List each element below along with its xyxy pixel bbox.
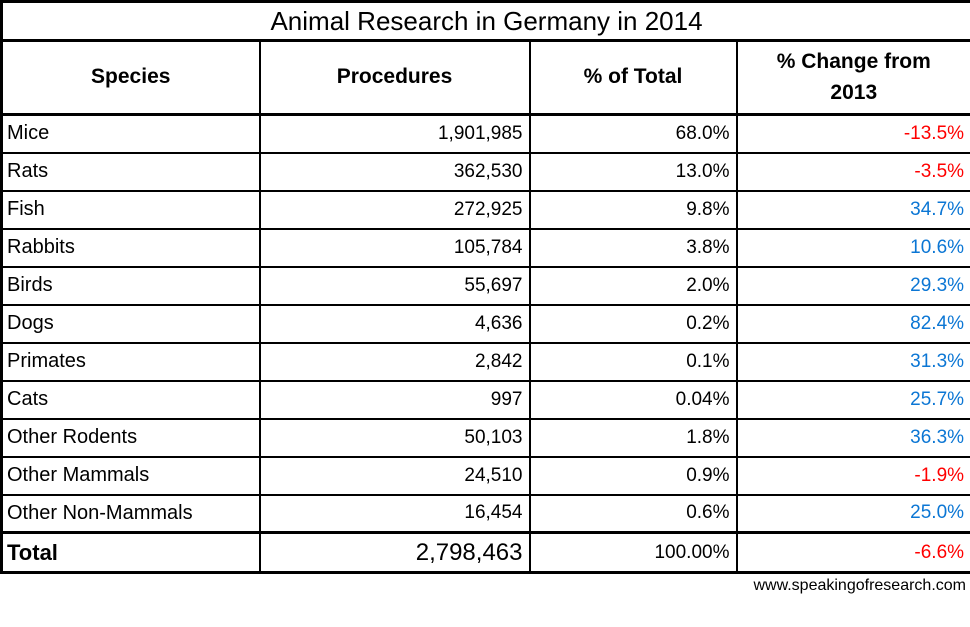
header-pct-total: % of Total: [528, 39, 738, 116]
pct-total-cell: 0.9%: [528, 455, 738, 496]
table-row-total: Total 2,798,463 100.00% -6.6%: [0, 531, 970, 574]
table-row-rats: Rats 362,530 13.0% -3.5%: [0, 151, 970, 192]
table-header-row: Species Procedures % of Total % Change f…: [0, 39, 970, 116]
header-pct-change-label: % Change from 2013: [776, 50, 931, 104]
species-cell: Mice: [0, 113, 261, 154]
total-pct-change-cell: -6.6%: [735, 531, 970, 574]
procedures-cell: 1,901,985: [258, 113, 531, 154]
pct-total-cell: 9.8%: [528, 189, 738, 230]
animal-research-table: Animal Research in Germany in 2014 Speci…: [0, 0, 970, 574]
table-row-other-rodents: Other Rodents 50,103 1.8% 36.3%: [0, 417, 970, 458]
header-species-label: Species: [91, 65, 171, 89]
procedures-cell: 16,454: [258, 493, 531, 534]
header-species: Species: [0, 39, 261, 116]
pct-total-cell: 1.8%: [528, 417, 738, 458]
species-cell: Dogs: [0, 303, 261, 344]
pct-change-cell: 25.7%: [735, 379, 970, 420]
pct-change-cell: 34.7%: [735, 189, 970, 230]
table-title: Animal Research in Germany in 2014: [0, 0, 970, 42]
species-cell: Birds: [0, 265, 261, 306]
table-row-fish: Fish 272,925 9.8% 34.7%: [0, 189, 970, 230]
header-pct-total-label: % of Total: [583, 65, 683, 89]
total-pct-cell: 100.00%: [528, 531, 738, 574]
species-cell: Rabbits: [0, 227, 261, 268]
pct-change-cell: 25.0%: [735, 493, 970, 534]
pct-total-cell: 0.6%: [528, 493, 738, 534]
species-cell: Other Mammals: [0, 455, 261, 496]
species-cell: Primates: [0, 341, 261, 382]
species-cell: Other Rodents: [0, 417, 261, 458]
total-procedures-cell: 2,798,463: [258, 531, 531, 574]
table-row-birds: Birds 55,697 2.0% 29.3%: [0, 265, 970, 306]
table-row-cats: Cats 997 0.04% 25.7%: [0, 379, 970, 420]
header-procedures-label: Procedures: [336, 65, 453, 89]
source-url-text: www.speakingofresearch.com: [753, 577, 966, 594]
pct-change-cell: 31.3%: [735, 341, 970, 382]
procedures-cell: 2,842: [258, 341, 531, 382]
pct-total-cell: 68.0%: [528, 113, 738, 154]
table-row-dogs: Dogs 4,636 0.2% 82.4%: [0, 303, 970, 344]
pct-change-cell: 29.3%: [735, 265, 970, 306]
species-cell: Cats: [0, 379, 261, 420]
pct-change-cell: 10.6%: [735, 227, 970, 268]
pct-total-cell: 13.0%: [528, 151, 738, 192]
procedures-cell: 272,925: [258, 189, 531, 230]
species-cell: Fish: [0, 189, 261, 230]
pct-total-cell: 0.1%: [528, 341, 738, 382]
table-row-other-mammals: Other Mammals 24,510 0.9% -1.9%: [0, 455, 970, 496]
table-row-rabbits: Rabbits 105,784 3.8% 10.6%: [0, 227, 970, 268]
procedures-cell: 997: [258, 379, 531, 420]
procedures-cell: 24,510: [258, 455, 531, 496]
pct-change-cell: -3.5%: [735, 151, 970, 192]
pct-total-cell: 0.2%: [528, 303, 738, 344]
header-pct-change: % Change from 2013: [735, 39, 970, 116]
procedures-cell: 55,697: [258, 265, 531, 306]
table-row-primates: Primates 2,842 0.1% 31.3%: [0, 341, 970, 382]
procedures-cell: 105,784: [258, 227, 531, 268]
pct-total-cell: 3.8%: [528, 227, 738, 268]
table-row-mice: Mice 1,901,985 68.0% -13.5%: [0, 113, 970, 154]
procedures-cell: 50,103: [258, 417, 531, 458]
pct-change-cell: 82.4%: [735, 303, 970, 344]
table-row-other-non-mammals: Other Non-Mammals 16,454 0.6% 25.0%: [0, 493, 970, 534]
pct-change-cell: 36.3%: [735, 417, 970, 458]
species-cell: Rats: [0, 151, 261, 192]
table-title-row: Animal Research in Germany in 2014: [0, 0, 970, 42]
pct-total-cell: 0.04%: [528, 379, 738, 420]
procedures-cell: 4,636: [258, 303, 531, 344]
pct-change-cell: -13.5%: [735, 113, 970, 154]
total-label-cell: Total: [0, 531, 261, 574]
header-procedures: Procedures: [258, 39, 531, 116]
procedures-cell: 362,530: [258, 151, 531, 192]
species-cell: Other Non-Mammals: [0, 493, 261, 534]
pct-total-cell: 2.0%: [528, 265, 738, 306]
pct-change-cell: -1.9%: [735, 455, 970, 496]
